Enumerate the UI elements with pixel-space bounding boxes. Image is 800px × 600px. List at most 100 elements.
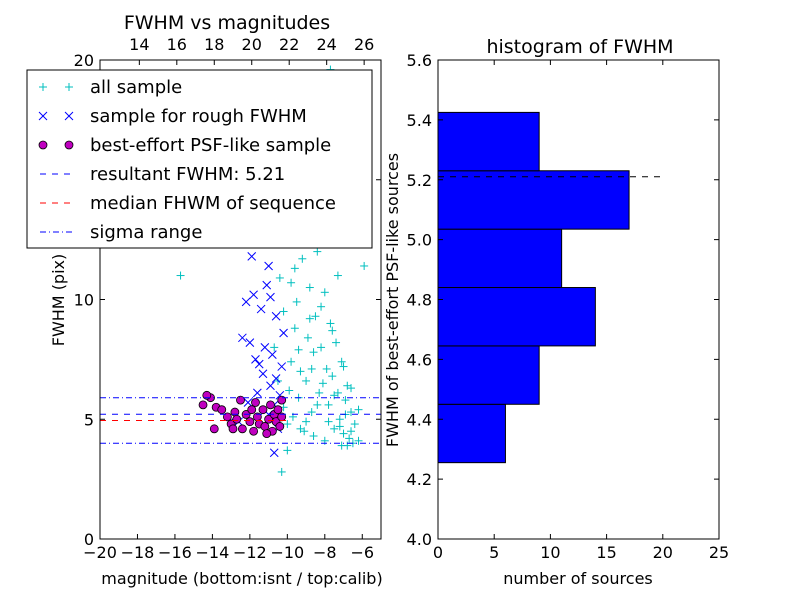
plus-point: [347, 408, 356, 417]
circle-point: [232, 414, 242, 424]
x-b: [264, 261, 273, 271]
x-point: [266, 292, 275, 302]
plus-point: [354, 405, 363, 414]
plus-point: [324, 400, 333, 409]
x-point: [269, 448, 279, 458]
circle-point: [249, 426, 259, 436]
legend-item: all sample: [39, 77, 182, 98]
plus-point: [311, 312, 320, 321]
legend-circle: [38, 140, 48, 150]
circle-point: [236, 395, 245, 405]
legend-x-b: [64, 111, 74, 121]
legend-label: best-effort PSF-like sample: [90, 135, 331, 156]
plus-point: [315, 388, 324, 397]
x-b: [279, 328, 288, 338]
plus-point: [320, 288, 329, 297]
reference-lines: [100, 397, 381, 444]
circle-point: [262, 429, 272, 439]
circle-dot: [230, 407, 240, 417]
y-tick-label: 5.0: [407, 231, 432, 250]
plus-point: [309, 432, 318, 441]
circle-dot: [245, 417, 255, 427]
x-point: [241, 297, 251, 307]
plus-point: [294, 345, 303, 354]
plus-point: [335, 415, 344, 424]
plus-point: [339, 362, 348, 371]
x-tick-label: −18: [121, 543, 155, 562]
x-tick-label: 10: [540, 543, 560, 562]
circle-dot: [260, 422, 270, 431]
legend: all sample sample for rough FWHM best-effo…: [26, 69, 373, 249]
plus-point: [317, 343, 326, 352]
plus-point: [277, 467, 286, 476]
circle-dot: [249, 426, 259, 436]
plus-point: [305, 314, 314, 323]
x-point: [243, 398, 253, 407]
x-tick-label: 15: [596, 543, 616, 562]
circle-dot: [251, 398, 260, 407]
plus-point: [307, 408, 316, 417]
x-b: [266, 292, 275, 302]
legend-label: median FHWM of sequence: [90, 193, 336, 214]
x-point: [247, 252, 257, 261]
plus-point: [350, 420, 359, 429]
plus-point: [287, 357, 296, 366]
plus-point: [296, 424, 305, 433]
x-point: [260, 343, 270, 352]
histogram-bar: [437, 345, 540, 405]
histogram-bar: [437, 287, 596, 347]
y-tick-label: 4.0: [407, 530, 432, 549]
y-tick-label: 4.4: [407, 410, 432, 429]
circle-dot: [222, 412, 232, 422]
scatter-title: FWHM vs magnitudes: [124, 12, 330, 34]
x-tick-label: 0: [433, 543, 443, 562]
plus-point: [341, 396, 350, 405]
x-b: [266, 381, 275, 391]
circle-point: [209, 424, 219, 434]
circle-point: [228, 424, 238, 434]
top-tick-label: 14: [129, 35, 149, 54]
plus-point: [324, 417, 333, 426]
x-tick-label: −6: [350, 543, 374, 562]
plus-point: [332, 338, 341, 347]
circle-dot: [198, 400, 208, 410]
x-tick-label: −8: [313, 543, 337, 562]
circle-point: [266, 400, 275, 410]
plus-point: [292, 297, 301, 306]
circle-point: [245, 417, 255, 427]
plus-point: [317, 302, 326, 311]
top-tick-label: 20: [242, 35, 262, 54]
circle-dot: [247, 405, 257, 415]
circle-point: [247, 405, 257, 415]
x-point: [264, 261, 273, 271]
x-point: [279, 328, 288, 338]
x-tick-label: −12: [233, 543, 267, 562]
x-tick-label: −14: [196, 543, 230, 562]
plus-point: [313, 247, 322, 256]
plus-point: [176, 271, 185, 280]
legend-x-b: [38, 111, 48, 121]
x-point: [271, 374, 281, 383]
legend-item: best-effort PSF-like sample: [38, 135, 331, 156]
plus-point: [270, 343, 279, 352]
circle-point: [251, 398, 260, 407]
x-b: [238, 333, 247, 343]
circle-point: [222, 412, 232, 422]
x-b: [275, 390, 285, 400]
legend-circle: [64, 140, 74, 150]
plus-point: [330, 424, 339, 433]
circle-dot: [232, 414, 242, 424]
y-tick-label: 0: [84, 530, 94, 549]
y-tick-label: 4.8: [407, 291, 432, 310]
plus-point: [298, 254, 307, 263]
circle-point: [258, 405, 268, 415]
legend-item: sigma range: [40, 222, 202, 243]
plus-point: [290, 264, 299, 273]
x-point: [277, 362, 287, 371]
circle-dot: [209, 424, 219, 434]
circle-dot: [275, 422, 285, 431]
plus-point: [302, 417, 311, 426]
x-tick-label: −20: [83, 543, 117, 562]
plus-point: [354, 436, 363, 445]
circle-point: [217, 405, 227, 415]
